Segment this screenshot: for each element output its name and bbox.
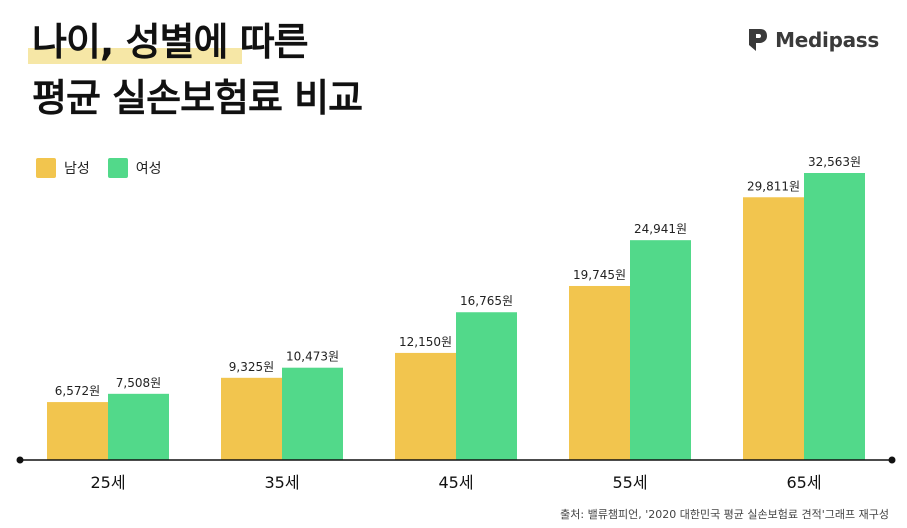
data-label-female-0: 7,508원 <box>116 376 161 390</box>
bar-male-0 <box>47 402 108 460</box>
chart-legend: 남성 여성 <box>36 158 162 178</box>
brand-logo: Medipass <box>747 28 879 52</box>
data-label-female-2: 16,765원 <box>460 294 513 308</box>
legend-label-female: 여성 <box>135 161 162 177</box>
x-tick-label-3: 55세 <box>612 473 647 492</box>
data-label-male-3: 19,745원 <box>573 268 626 282</box>
legend-item-female: 여성 <box>107 158 162 178</box>
title-line-2: 평균 실손보험료 비교 <box>32 76 363 120</box>
bar-female-3 <box>630 240 691 460</box>
x-tick-label-1: 35세 <box>264 473 299 492</box>
x-tick-label-2: 45세 <box>438 473 473 492</box>
bar-male-2 <box>395 352 456 460</box>
data-label-female-4: 32,563원 <box>808 155 861 169</box>
legend-item-male: 남성 <box>36 158 90 178</box>
bar-female-0 <box>108 393 169 460</box>
p-logo-icon <box>749 29 768 51</box>
legend-swatch-male <box>36 158 56 178</box>
x-tick-label-0: 25세 <box>90 473 125 492</box>
data-label-male-2: 12,150원 <box>399 335 452 349</box>
chart-title: 나이, 성별에 따른 평균 실손보험료 비교 <box>28 14 363 126</box>
bar-female-1 <box>282 367 343 460</box>
data-label-female-1: 10,473원 <box>286 350 339 364</box>
x-axis-end-dot <box>888 456 896 464</box>
brand-name: Medipass <box>775 28 879 52</box>
x-axis-start-dot <box>16 456 24 464</box>
data-label-male-0: 6,572원 <box>55 384 100 398</box>
legend-label-male: 남성 <box>64 161 90 177</box>
bar-male-3 <box>569 285 630 460</box>
bar-female-2 <box>456 312 517 460</box>
source-note: 출처: 밸류챔피언, '2020 대한민국 평균 실손보험료 견적'그래프 재구… <box>560 508 889 521</box>
bar-male-1 <box>221 377 282 460</box>
bar-female-4 <box>804 173 865 460</box>
x-tick-label-4: 65세 <box>786 473 821 492</box>
data-label-female-3: 24,941원 <box>634 222 687 236</box>
title-line-1: 나이, 성별에 따른 <box>28 14 362 70</box>
bar-male-4 <box>743 197 804 461</box>
legend-swatch-female <box>107 158 128 178</box>
data-label-male-1: 9,325원 <box>229 360 274 374</box>
data-label-male-4: 29,811원 <box>747 179 800 193</box>
